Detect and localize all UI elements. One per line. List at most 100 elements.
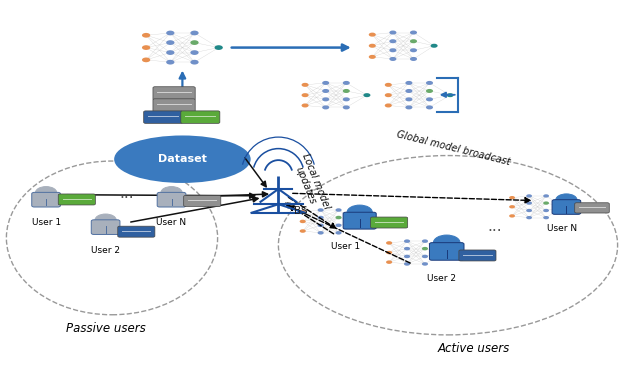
Circle shape	[526, 216, 532, 219]
Circle shape	[405, 97, 412, 101]
Circle shape	[317, 224, 324, 227]
Circle shape	[190, 50, 198, 55]
Circle shape	[166, 40, 175, 45]
Circle shape	[556, 194, 577, 206]
Circle shape	[385, 104, 392, 108]
Circle shape	[431, 44, 438, 48]
FancyBboxPatch shape	[118, 226, 155, 237]
Circle shape	[422, 247, 428, 250]
FancyBboxPatch shape	[459, 250, 496, 261]
Circle shape	[404, 262, 410, 266]
FancyBboxPatch shape	[153, 87, 195, 100]
Circle shape	[300, 229, 306, 233]
Circle shape	[410, 57, 417, 61]
Circle shape	[385, 93, 392, 97]
Text: Dataset: Dataset	[158, 154, 207, 164]
Circle shape	[509, 214, 515, 218]
Circle shape	[404, 247, 410, 250]
Circle shape	[385, 83, 392, 87]
Circle shape	[543, 194, 549, 198]
Circle shape	[335, 208, 342, 212]
Circle shape	[543, 216, 549, 219]
Text: ...: ...	[120, 186, 134, 201]
Circle shape	[526, 209, 532, 212]
Circle shape	[166, 60, 175, 64]
Circle shape	[214, 45, 223, 50]
Circle shape	[335, 231, 342, 235]
Circle shape	[335, 216, 342, 219]
Circle shape	[317, 216, 324, 219]
Circle shape	[426, 89, 433, 93]
Circle shape	[526, 194, 532, 198]
Circle shape	[410, 48, 417, 52]
Text: User N: User N	[547, 224, 577, 232]
FancyBboxPatch shape	[32, 193, 60, 207]
Ellipse shape	[115, 137, 250, 182]
FancyBboxPatch shape	[184, 195, 221, 206]
Circle shape	[166, 50, 175, 55]
Circle shape	[440, 251, 446, 254]
FancyBboxPatch shape	[180, 111, 220, 123]
Text: Global model broadcast: Global model broadcast	[396, 129, 511, 167]
Circle shape	[389, 39, 396, 43]
Circle shape	[166, 31, 175, 36]
Circle shape	[343, 105, 350, 109]
Circle shape	[369, 44, 376, 48]
Circle shape	[526, 201, 532, 205]
Text: User N: User N	[156, 218, 187, 227]
Circle shape	[389, 57, 396, 61]
Text: User 1: User 1	[31, 218, 61, 227]
FancyBboxPatch shape	[371, 217, 408, 228]
FancyBboxPatch shape	[144, 111, 183, 123]
Circle shape	[386, 251, 392, 254]
FancyBboxPatch shape	[157, 193, 186, 207]
Text: User 2: User 2	[427, 274, 456, 283]
Circle shape	[343, 89, 350, 93]
Circle shape	[301, 93, 308, 97]
Circle shape	[404, 255, 410, 258]
Circle shape	[410, 39, 417, 43]
Circle shape	[322, 97, 329, 101]
Circle shape	[317, 208, 324, 212]
Circle shape	[389, 30, 396, 34]
FancyBboxPatch shape	[58, 194, 95, 205]
FancyBboxPatch shape	[92, 220, 120, 235]
Circle shape	[543, 209, 549, 212]
Circle shape	[353, 220, 360, 223]
FancyBboxPatch shape	[343, 212, 376, 229]
Circle shape	[422, 239, 428, 243]
Text: User 1: User 1	[331, 242, 360, 251]
Circle shape	[347, 205, 372, 220]
Circle shape	[410, 30, 417, 34]
Circle shape	[322, 81, 329, 85]
Circle shape	[343, 81, 350, 85]
Circle shape	[142, 45, 150, 50]
Circle shape	[369, 55, 376, 59]
Text: Active users: Active users	[438, 342, 509, 355]
Circle shape	[142, 57, 150, 62]
Circle shape	[426, 105, 433, 109]
Text: Local model
updates: Local model updates	[289, 152, 332, 214]
Circle shape	[142, 33, 150, 38]
Circle shape	[322, 89, 329, 93]
Circle shape	[369, 33, 376, 37]
Circle shape	[447, 93, 454, 97]
Circle shape	[405, 105, 412, 109]
Circle shape	[509, 205, 515, 209]
Circle shape	[364, 93, 371, 97]
Circle shape	[422, 262, 428, 266]
Circle shape	[404, 239, 410, 243]
Text: ...: ...	[488, 219, 502, 234]
Circle shape	[190, 60, 198, 64]
Circle shape	[190, 31, 198, 36]
FancyBboxPatch shape	[552, 200, 580, 214]
Circle shape	[322, 105, 329, 109]
Text: Passive users: Passive users	[66, 322, 145, 335]
Text: User 2: User 2	[91, 246, 120, 255]
FancyBboxPatch shape	[575, 203, 609, 213]
Text: BS: BS	[294, 206, 308, 216]
Circle shape	[560, 205, 566, 209]
Circle shape	[509, 196, 515, 199]
Circle shape	[389, 48, 396, 52]
Circle shape	[301, 104, 308, 108]
